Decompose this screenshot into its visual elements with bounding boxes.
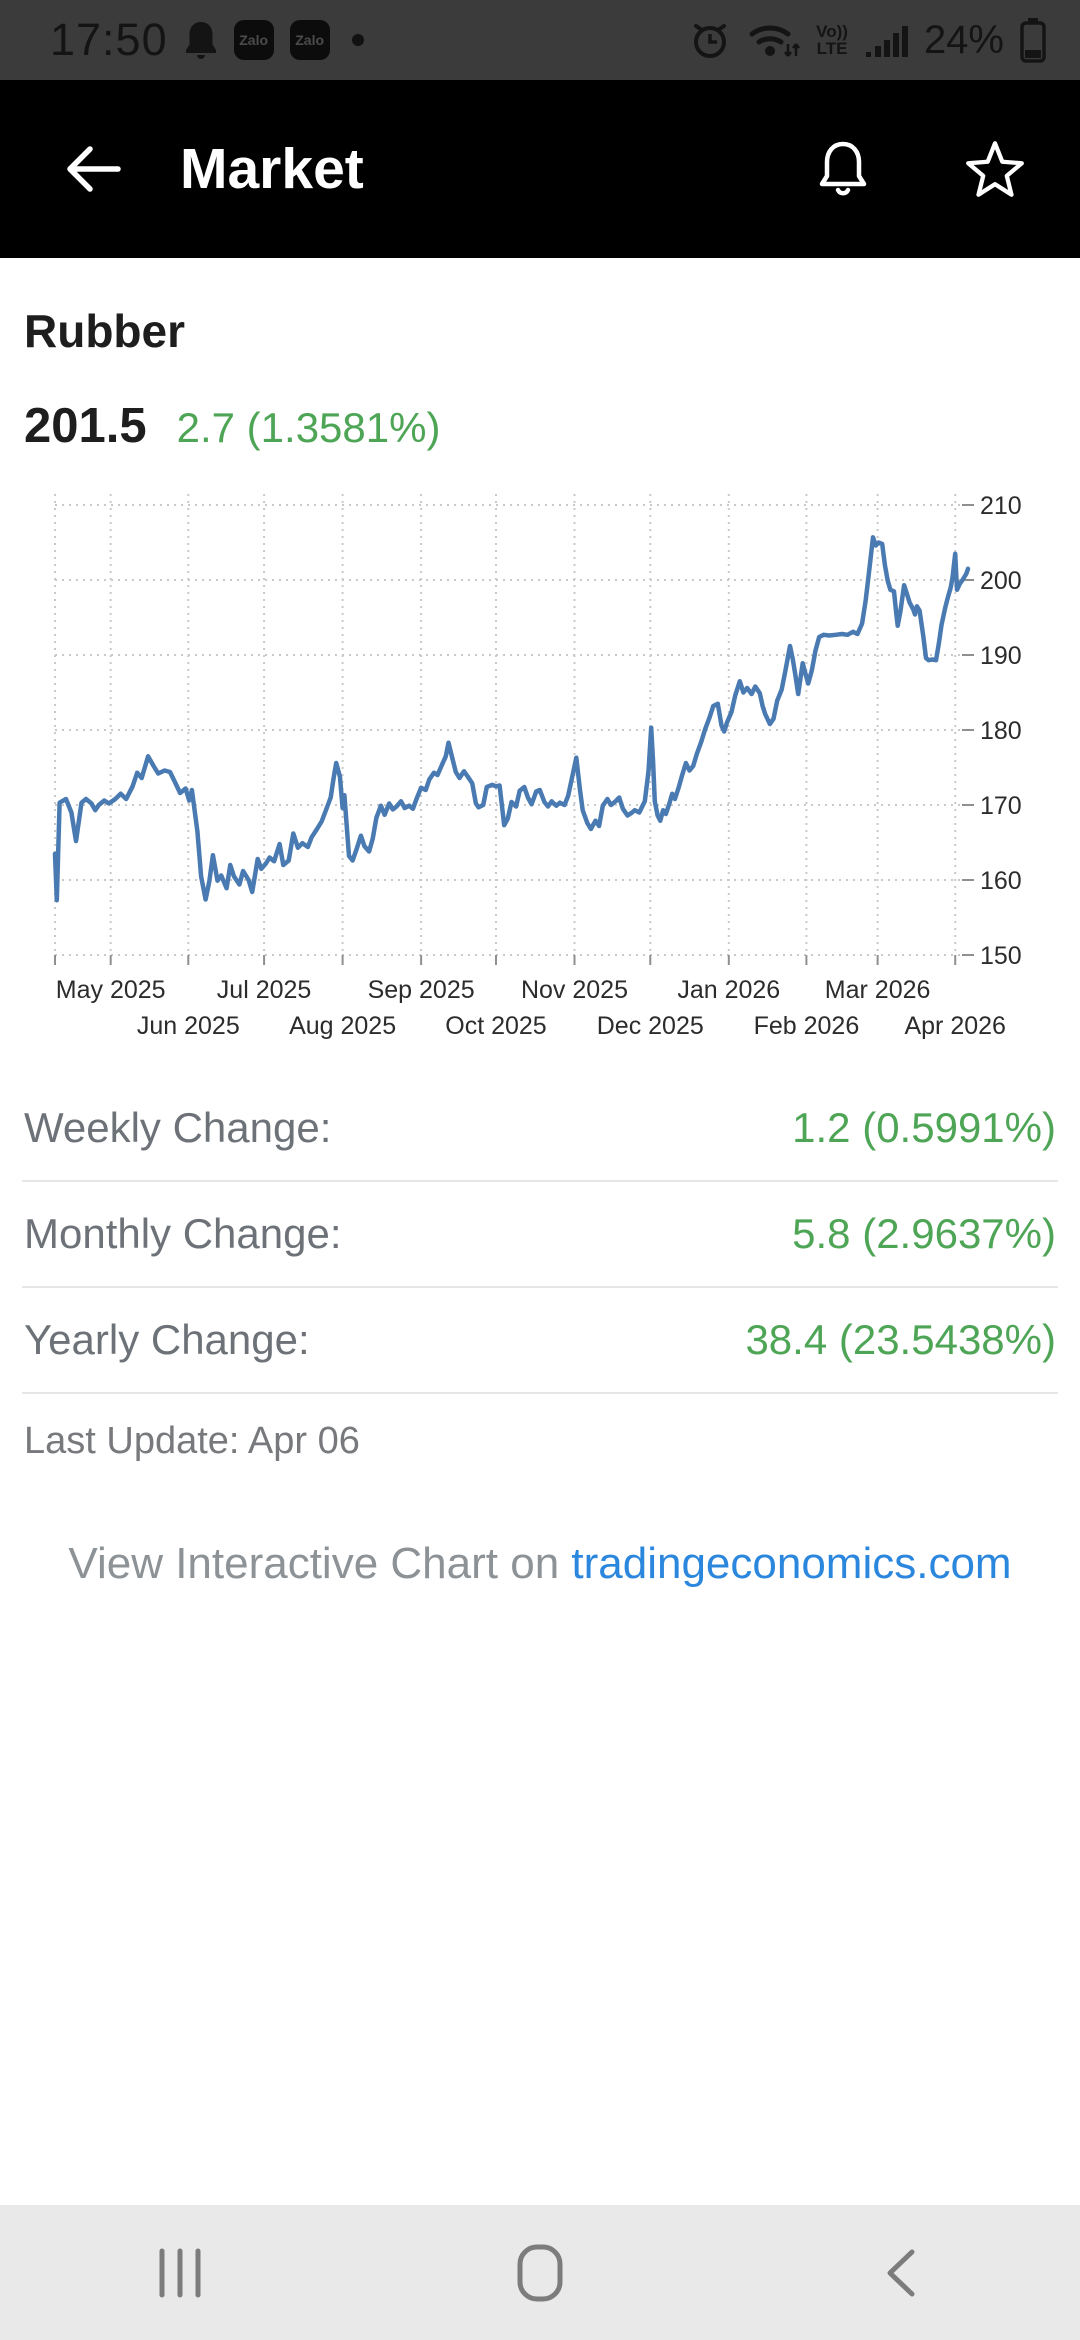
notification-dot (351, 34, 364, 46)
change-value: 5.8 (2.9637%) (792, 1210, 1056, 1257)
alarm-icon (694, 24, 727, 58)
clock-time: 17:50 (50, 14, 168, 65)
signal-icon (865, 26, 908, 57)
svg-text:200: 200 (980, 567, 1022, 595)
zalo-app-icon: Zalo (289, 20, 330, 60)
change-value: 1.2 (0.5991%) (792, 1104, 1056, 1151)
home-button[interactable] (499, 2228, 581, 2318)
last-update: Last Update: Apr 06 (24, 1420, 360, 1462)
status-bar-right: Vo)) LTE 24% (688, 17, 1046, 63)
app-header: Market (0, 80, 1080, 258)
recents-button[interactable] (138, 2229, 222, 2317)
svg-text:Dec 2025: Dec 2025 (597, 1012, 704, 1040)
back-arrow-icon (67, 146, 121, 192)
svg-text:160: 160 (980, 867, 1022, 895)
svg-text:Jun 2025: Jun 2025 (137, 1012, 240, 1040)
svg-text:Sep 2025: Sep 2025 (368, 976, 475, 1004)
interactive-chart-line: View Interactive Chart on tradingeconomi… (0, 1539, 1080, 1589)
recents-icon (159, 2248, 201, 2297)
svg-text:190: 190 (980, 642, 1022, 670)
svg-text:180: 180 (980, 717, 1022, 745)
svg-text:Feb 2026: Feb 2026 (754, 1012, 860, 1040)
svg-text:Oct 2025: Oct 2025 (445, 1012, 546, 1040)
favorite-button[interactable] (964, 139, 1026, 199)
table-row: Weekly Change: 1.2 (0.5991%) (22, 1076, 1058, 1182)
svg-text:Mar 2026: Mar 2026 (825, 976, 931, 1004)
svg-text:170: 170 (980, 792, 1022, 820)
svg-text:210: 210 (980, 492, 1022, 520)
home-icon (517, 2244, 563, 2301)
star-icon (966, 141, 1024, 197)
notification-bell-icon (185, 22, 216, 59)
content: Rubber 201.5 2.7 (1.3581%) 150 160 170 180 1… (0, 258, 1080, 2205)
svg-text:Aug 2025: Aug 2025 (289, 1012, 396, 1040)
line-chart-svg: 150 160 170 180 190 200 210 May 2025 Jun 2025 Jul… (52, 492, 1022, 1040)
tradingeconomics-link[interactable]: tradingeconomics.com (571, 1539, 1012, 1588)
status-bar-left: 17:50 Zalo Zalo (50, 14, 364, 66)
wifi-icon (749, 25, 801, 57)
battery-percent: 24% (923, 17, 1004, 62)
nav-slot (360, 2228, 720, 2318)
nav-slot (720, 2228, 1080, 2318)
svg-text:Apr 2026: Apr 2026 (904, 1012, 1005, 1040)
table-row: Monthly Change: 5.8 (2.9637%) (22, 1182, 1058, 1288)
status-bar: 17:50 Zalo Zalo Vo)) (0, 0, 1080, 80)
back-icon (887, 2249, 915, 2296)
change-value: 38.4 (23.5438%) (745, 1316, 1056, 1363)
svg-text:150: 150 (980, 942, 1022, 970)
table-row: Yearly Change: 38.4 (23.5438%) (22, 1288, 1058, 1394)
svg-text:Jan 2026: Jan 2026 (677, 976, 780, 1004)
battery-icon (1020, 18, 1046, 63)
notifications-button[interactable] (814, 138, 872, 200)
price-chart[interactable]: 150 160 170 180 190 200 210 May 2025 Jun 2025 Jul… (0, 482, 1080, 1042)
back-nav-button[interactable] (864, 2228, 936, 2318)
back-button[interactable] (60, 141, 122, 197)
change-label: Monthly Change: (24, 1210, 342, 1257)
price-change: 2.7 (1.3581%) (176, 404, 441, 451)
bell-icon (819, 141, 867, 196)
change-label: Yearly Change: (24, 1316, 310, 1363)
nav-slot (0, 2229, 360, 2317)
svg-text:Nov 2025: Nov 2025 (521, 976, 628, 1004)
zalo-app-icon: Zalo (233, 20, 274, 60)
last-price: 201.5 (24, 399, 147, 453)
changes-table: Weekly Change: 1.2 (0.5991%) Monthly Cha… (0, 1076, 1080, 1394)
change-label: Weekly Change: (24, 1104, 332, 1151)
link-prefix: View Interactive Chart on (68, 1539, 572, 1588)
volte-indicator: Vo)) LTE (816, 22, 848, 58)
instrument-name: Rubber (24, 305, 185, 357)
android-nav-bar (0, 2205, 1080, 2340)
svg-text:Jul 2025: Jul 2025 (217, 976, 312, 1004)
page-title: Market (180, 137, 364, 201)
svg-text:May 2025: May 2025 (56, 976, 166, 1004)
price-row: 201.5 2.7 (1.3581%) (24, 398, 1080, 454)
